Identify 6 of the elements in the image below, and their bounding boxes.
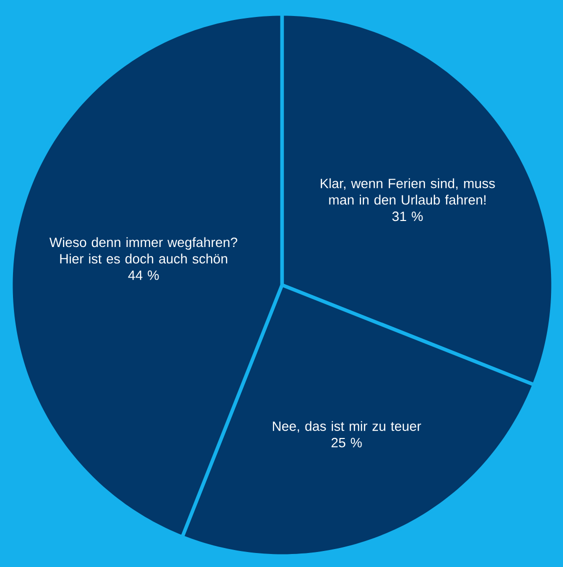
data-label: 31 % (392, 212, 423, 222)
data-label: 44 % (128, 270, 159, 280)
slice-label: Wieso denn immer wegfahren? Hier ist es doch auch schön (49, 237, 238, 264)
slice-label: Klar, wenn Ferien sind, muss man in den Urlaub fahren! (320, 178, 495, 205)
slice-label: Nee, das ist mir zu teuer (272, 421, 422, 433)
data-label: 25 % (332, 438, 362, 448)
